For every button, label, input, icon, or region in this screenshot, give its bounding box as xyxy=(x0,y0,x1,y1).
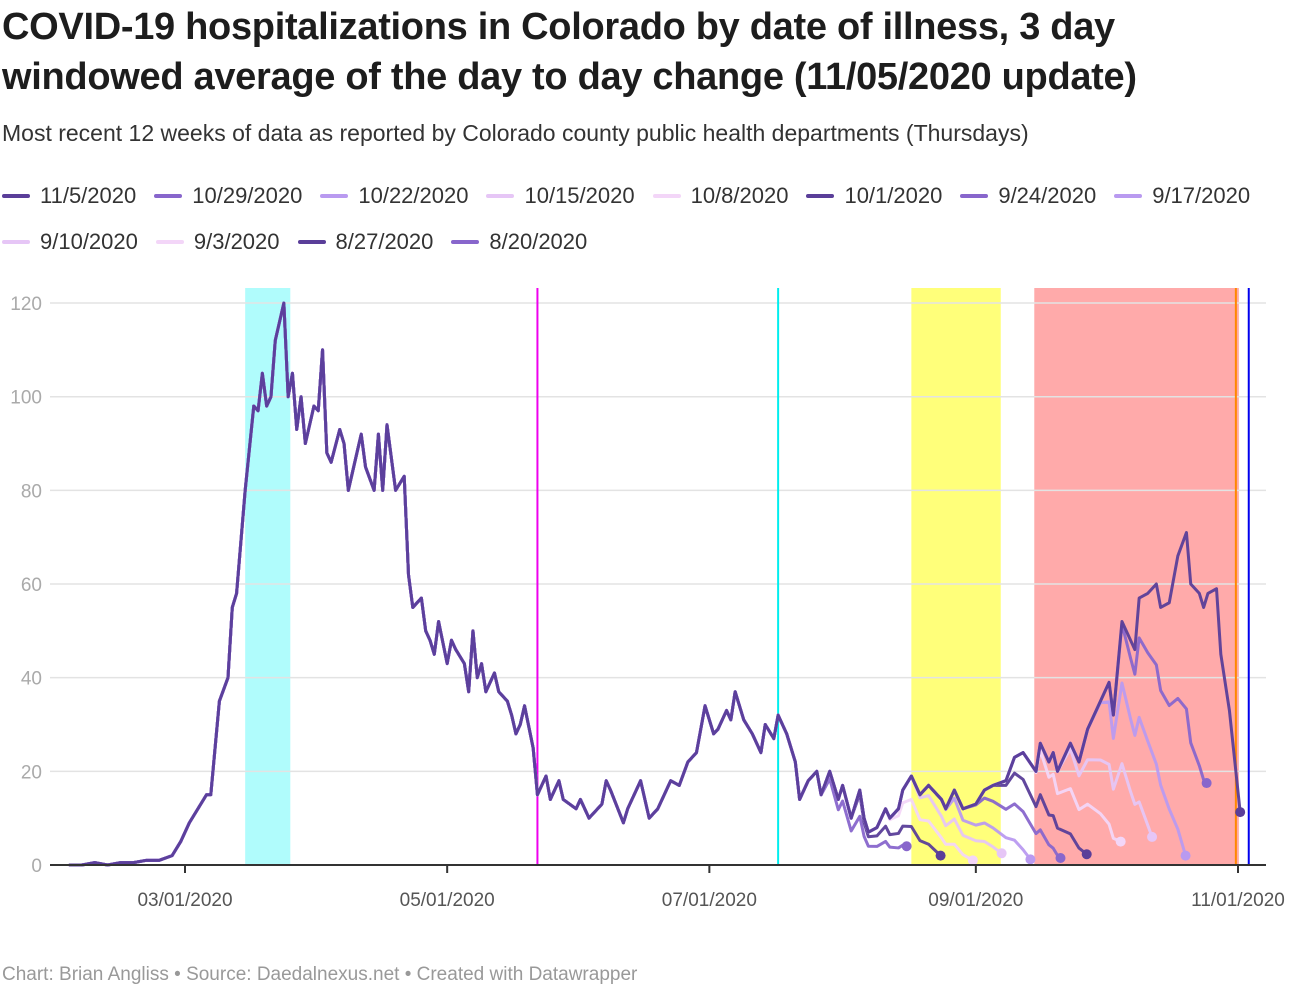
x-tick-label: 03/01/2020 xyxy=(137,890,232,911)
series-end-point xyxy=(1025,854,1036,865)
legend-label: 8/27/2020 xyxy=(335,229,434,254)
x-tick-label: 05/01/2020 xyxy=(400,890,495,911)
legend-item: 10/8/2020 xyxy=(652,180,789,212)
legend-swatch xyxy=(806,194,835,198)
legend-swatch xyxy=(154,194,183,198)
highlight-band xyxy=(911,288,1001,865)
series-line-11-5-2020 xyxy=(68,301,1242,867)
legend-item: 10/29/2020 xyxy=(154,180,302,212)
chart-subtitle: Most recent 12 weeks of data as reported… xyxy=(2,120,1029,146)
chart-footer: Chart: Brian Angliss • Source: Daedalnex… xyxy=(2,964,638,985)
y-tick-label: 0 xyxy=(31,856,42,877)
legend-label: 9/3/2020 xyxy=(193,229,280,254)
legend-label: 10/1/2020 xyxy=(844,183,943,208)
y-tick-label: 80 xyxy=(21,481,42,502)
highlight-band xyxy=(245,288,291,865)
legend-label: 11/5/2020 xyxy=(40,183,137,208)
series-end-point xyxy=(996,848,1007,859)
legend-swatch xyxy=(2,194,30,198)
legend-item: 10/22/2020 xyxy=(320,180,468,212)
legend-item: 9/17/2020 xyxy=(1114,180,1250,212)
legend-item: 8/27/2020 xyxy=(297,226,434,258)
legend-swatch xyxy=(320,194,349,198)
legend-label: 10/15/2020 xyxy=(524,183,635,208)
legend-swatch xyxy=(960,194,989,198)
chart-plot: 0 20 40 60 80 100 120 03/01/2020 05/01/2020 07/01… xyxy=(10,288,1285,911)
legend-swatch xyxy=(297,240,326,244)
series-end-point xyxy=(1180,850,1191,861)
x-tick-label: 09/01/2020 xyxy=(928,890,1023,911)
series-end-point xyxy=(967,855,978,866)
y-tick-label: 40 xyxy=(21,669,42,690)
series-end-point xyxy=(1055,852,1066,863)
series-end-point xyxy=(1115,836,1126,847)
y-tick-label: 60 xyxy=(21,575,42,596)
y-tick-label: 100 xyxy=(10,388,42,409)
legend-item: 10/15/2020 xyxy=(486,180,635,212)
series-end-point xyxy=(1081,849,1092,860)
series-end-point xyxy=(1235,807,1246,818)
legend-item: 11/5/2020 xyxy=(2,180,136,212)
legend-swatch xyxy=(451,240,480,244)
series-end-point xyxy=(1147,831,1158,842)
series-end-point xyxy=(1201,778,1212,789)
x-tick-label: 07/01/2020 xyxy=(662,890,757,911)
legend-label: 10/29/2020 xyxy=(192,183,303,208)
y-tick-label: 120 xyxy=(10,294,42,315)
legend-item: 9/10/2020 xyxy=(2,226,138,258)
legend: 11/5/2020 10/29/2020 10/22/2020 10/15/2020 1… xyxy=(2,180,1292,258)
y-tick-label: 20 xyxy=(21,762,42,783)
legend-swatch xyxy=(486,194,515,198)
legend-item: 9/24/2020 xyxy=(960,180,1096,212)
series-end-point xyxy=(935,850,946,861)
legend-item: 9/3/2020 xyxy=(155,226,280,258)
legend-swatch xyxy=(652,194,681,198)
legend-label: 9/10/2020 xyxy=(40,229,138,254)
chart-title: COVID-19 hospitalizations in Colorado by… xyxy=(2,6,1137,98)
legend-label: 8/20/2020 xyxy=(489,229,588,254)
legend-item: 10/1/2020 xyxy=(806,180,942,212)
legend-swatch xyxy=(1114,194,1143,198)
legend-label: 10/8/2020 xyxy=(690,183,789,208)
x-tick-label: 11/01/2020 xyxy=(1191,890,1285,911)
highlight-band xyxy=(1034,288,1239,865)
legend-item: 8/20/2020 xyxy=(451,226,587,258)
series-end-point xyxy=(901,841,912,852)
legend-swatch xyxy=(2,240,30,244)
legend-swatch xyxy=(155,240,184,244)
legend-label: 9/24/2020 xyxy=(998,183,1097,208)
legend-label: 9/17/2020 xyxy=(1152,183,1251,208)
legend-label: 10/22/2020 xyxy=(358,183,469,208)
